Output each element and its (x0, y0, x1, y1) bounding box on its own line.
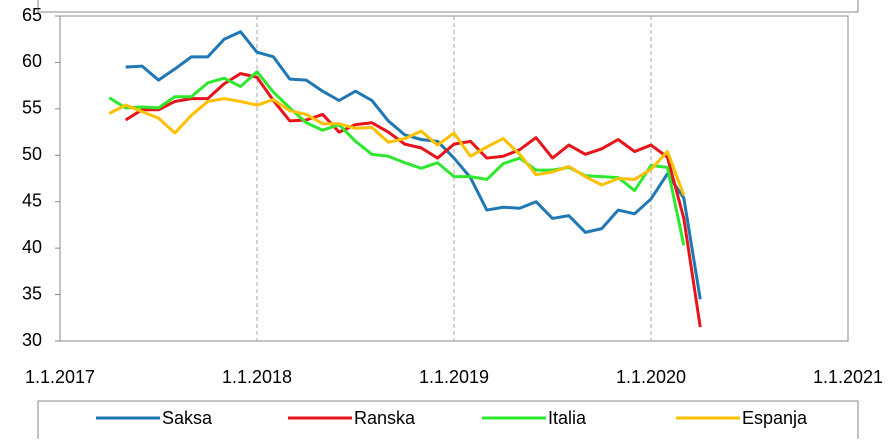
y-tick-label: 50 (22, 144, 42, 164)
x-tick-label: 1.1.2020 (616, 367, 686, 387)
legend-label: Italia (548, 408, 587, 428)
y-tick-label: 55 (22, 98, 42, 118)
legend-box (37, 400, 859, 442)
legend-label: Saksa (162, 408, 213, 428)
x-tick-label: 1.1.2019 (419, 367, 489, 387)
legend-label: Ranska (354, 408, 416, 428)
y-tick-label: 45 (22, 190, 42, 210)
y-tick-label: 35 (22, 283, 42, 303)
y-tick-label: 60 (22, 51, 42, 71)
line (108, 97, 686, 196)
y-tick-label: 40 (22, 237, 42, 257)
y-tick-label: 30 (22, 330, 42, 350)
x-tick-label: 1.1.2018 (222, 367, 292, 387)
y-tick-label: 65 (22, 5, 42, 25)
line (124, 72, 702, 328)
title-box (37, 0, 859, 13)
legend-label: Espanja (742, 408, 808, 428)
line (108, 70, 686, 246)
line (125, 30, 702, 300)
x-tick-label: 1.1.2017 (25, 367, 95, 387)
x-tick-label: 1.1.2021 (813, 367, 883, 387)
